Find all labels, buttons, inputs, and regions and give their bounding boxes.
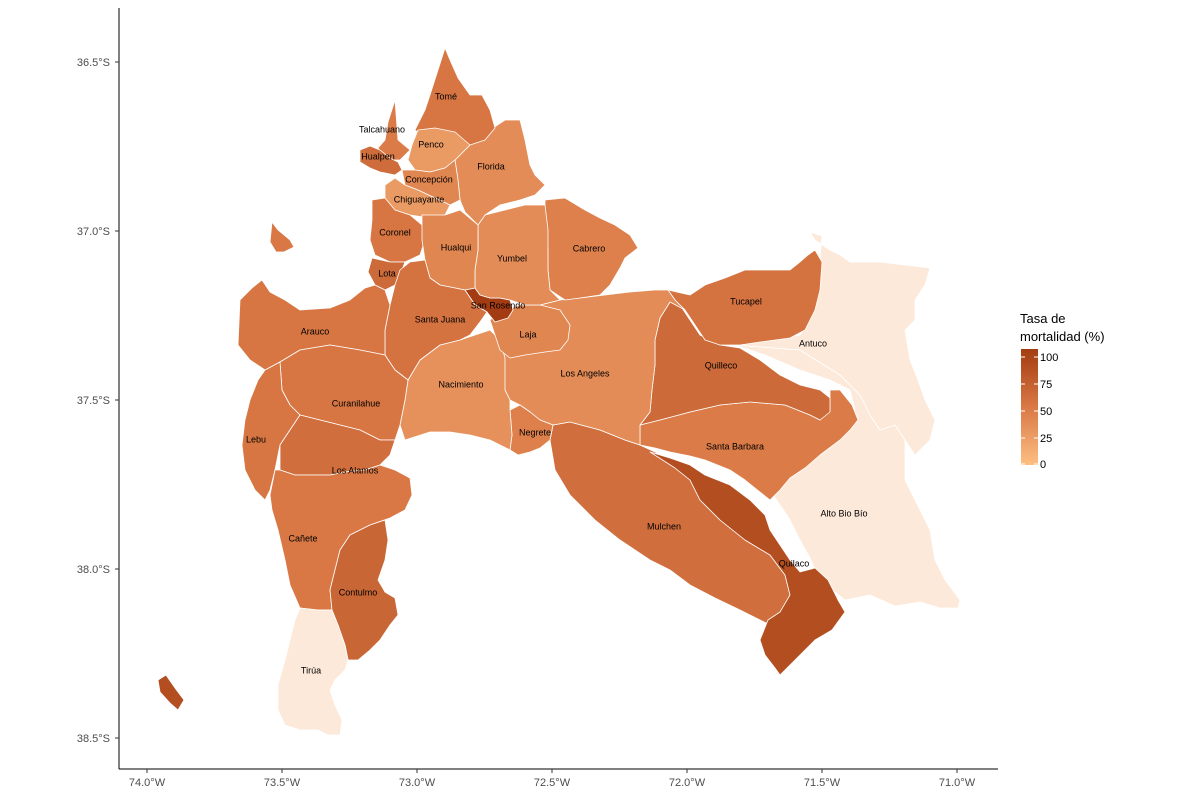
region-mocha-island[interactable] [157,674,185,711]
region-label: Hualpen [361,151,395,161]
legend-colorbar [1021,349,1038,465]
region-florida[interactable] [454,119,546,226]
region-label: Hualqui [441,242,472,252]
y-axis: 36.5°S 37.0°S 37.5°S 38.0°S 38.5°S [77,8,120,769]
region-quilaco[interactable] [649,451,846,676]
region-labels: Tomé Talcahuano Penco Hualpen Florida Co… [246,91,868,675]
x-tick-label: 71.5°W [804,777,841,789]
region-laja[interactable] [489,304,571,359]
region-label: Chiguayante [394,194,445,204]
region-label: Los Angeles [560,368,610,378]
region-yumbel[interactable] [474,204,561,306]
legend-tick-marks [1021,356,1038,465]
region-label: Lebu [246,434,266,444]
region-label: Cañete [288,533,317,543]
region-label: Cabrero [573,243,606,253]
x-tick-label: 72.5°W [534,777,571,789]
region-tucapel[interactable] [667,249,823,346]
legend-tick-label: 25 [1040,433,1052,445]
region-coronel[interactable] [369,197,426,263]
region-label: Lota [378,268,396,278]
legend-tick-label: 0 [1040,459,1046,471]
legend-tick-label: 75 [1040,379,1052,391]
y-tick-label: 37.5°S [77,395,110,407]
y-tick-label: 37.0°S [77,226,110,238]
region-label: San Rosendo [471,300,526,310]
region-label: Los Alamos [332,465,379,475]
region-nacimiento[interactable] [399,329,513,451]
legend-title-line1: Tasa de [1020,311,1066,326]
region-canete[interactable] [269,464,413,611]
region-label: Santa Juana [415,314,466,324]
legend: Tasa de mortalidad (%) 100 75 50 25 0 [1020,311,1105,471]
x-tick-label: 74.0°W [129,777,166,789]
region-label: Antuco [799,338,827,348]
region-santa-maria-island[interactable] [269,221,295,253]
region-label: Quilaco [779,558,810,568]
region-label: Quilleco [705,360,738,370]
region-label: Tomé [435,91,457,101]
y-tick-label: 38.0°S [77,564,110,576]
region-label: Contulmo [339,587,378,597]
region-label: Coronel [379,227,411,237]
y-tick-label: 36.5°S [77,57,110,69]
regions-layer [157,47,961,736]
x-tick-label: 73.5°W [264,777,301,789]
region-label: Laja [519,329,536,339]
region-label: Yumbel [497,253,527,263]
region-label: Mulchen [647,521,681,531]
region-label: Nacimiento [438,379,483,389]
region-label: Tirúa [301,665,321,675]
legend-tick-label: 100 [1040,352,1058,364]
legend-title-line2: mortalidad (%) [1020,329,1105,344]
region-label: Curanilahue [332,398,381,408]
x-tick-label: 72.0°W [669,777,706,789]
x-tick-label: 73.0°W [399,777,436,789]
region-label: Penco [418,139,444,149]
region-label: Arauco [301,326,330,336]
region-label: Alto Bio Bío [820,508,867,518]
region-tirua[interactable] [277,607,349,736]
region-label: Concepción [405,174,453,184]
region-label: Negrete [519,427,551,437]
x-tick-label: 71.0°W [939,777,976,789]
y-tick-label: 38.5°S [77,733,110,745]
region-label: Santa Barbara [706,441,764,451]
region-label: Tucapel [730,296,762,306]
region-label: Talcahuano [359,124,405,134]
region-label: Florida [477,161,505,171]
legend-tick-label: 50 [1040,406,1052,418]
x-axis: 74.0°W 73.5°W 73.0°W 72.5°W 72.0°W 71.5°… [119,768,998,789]
